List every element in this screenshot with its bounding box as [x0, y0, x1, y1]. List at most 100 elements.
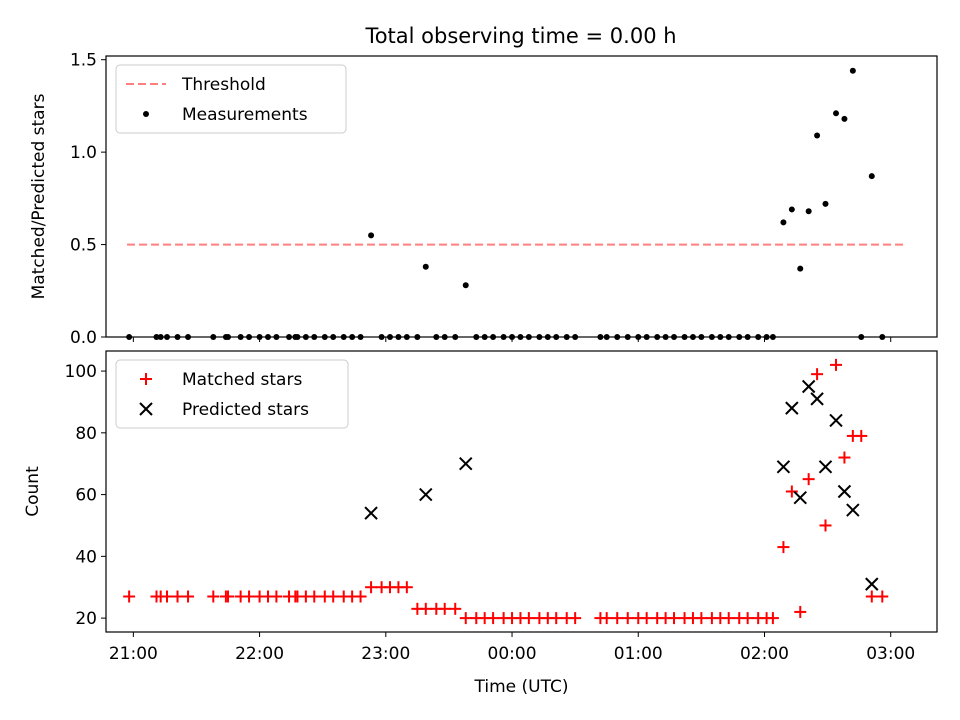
measurement-point	[868, 173, 875, 180]
predicted-star-point	[846, 503, 860, 517]
x-stroke-2	[829, 413, 843, 428]
matched-star-point	[785, 485, 798, 498]
matched-star-point	[365, 581, 378, 594]
matched-star-point	[640, 612, 653, 625]
top-panel: 0.0 0.5 1.0 1.5 Matched/Predicted stars Thres…	[29, 51, 938, 348]
x-tick-label: 22:00	[235, 644, 284, 664]
matched-star-point	[550, 612, 563, 625]
y-tick-label: 80	[75, 424, 97, 444]
measurement-point	[805, 208, 812, 215]
matched-star-point	[722, 612, 735, 625]
axes-frame	[105, 350, 938, 633]
y-tick-label: 20	[75, 609, 97, 629]
predicted-star-point	[829, 413, 843, 428]
measurement-point	[422, 263, 429, 270]
x-stroke-2	[459, 457, 473, 471]
x-stroke-2	[801, 379, 816, 394]
measurement-point	[797, 265, 804, 272]
x-stroke-2	[865, 577, 879, 591]
matched-star-point	[777, 541, 790, 554]
matched-star-point	[243, 590, 256, 603]
axes-frame	[105, 55, 938, 338]
measurement-point	[849, 67, 856, 74]
x-stroke-2	[785, 401, 799, 415]
matched-star-point	[811, 368, 824, 381]
matched-star-point	[522, 612, 535, 625]
y-tick-label: 40	[75, 547, 97, 567]
legend-label: Matched stars	[182, 370, 302, 390]
predicted-star-point	[801, 379, 816, 394]
predicted-star-point	[459, 457, 473, 471]
predicted-star-point	[419, 487, 433, 502]
legend-label: Threshold	[181, 75, 266, 95]
matched-star-point	[207, 590, 220, 603]
matched-star-point	[569, 612, 582, 625]
predicted-star-point	[810, 392, 824, 406]
y-tick-label: 60	[75, 486, 97, 506]
matched-star-point	[865, 590, 878, 603]
x-stroke-2	[793, 490, 807, 505]
legend: Matched stars Predicted stars	[115, 359, 349, 429]
predicted-star-point	[837, 484, 852, 499]
predicted-star-point	[793, 490, 807, 505]
matched-star-point	[459, 612, 472, 625]
measurement-point	[788, 206, 795, 213]
matched-star-point	[354, 590, 367, 603]
matched-star-point	[876, 590, 889, 603]
x-tick-label: 21:00	[109, 644, 158, 664]
measurement-point	[833, 110, 840, 117]
x-stroke-2	[846, 503, 860, 517]
matched-star-point	[794, 605, 807, 618]
matched-star-point	[487, 612, 500, 625]
measurement-point	[841, 115, 848, 122]
matched-star-point	[308, 590, 321, 603]
predicted-star-point	[865, 577, 879, 591]
x-tick-label: 02:00	[740, 644, 789, 664]
matched-star-point	[621, 612, 634, 625]
bottom-panel: 20 40 60 80 100 21:00 22:00 23:00 00:00 01:00 02:0…	[23, 350, 938, 697]
matched-star-point	[449, 602, 462, 615]
x-stroke-2	[419, 487, 433, 502]
y-tick-label: 1.0	[70, 143, 97, 163]
matched-star-point	[855, 429, 868, 442]
matched-star-point	[400, 581, 413, 594]
legend-box	[115, 64, 347, 134]
x-tick-label: 01:00	[614, 644, 663, 664]
measurement-point	[822, 200, 829, 207]
matched-star-point	[438, 602, 451, 615]
matched-star-point	[222, 590, 235, 603]
y-tick-label: 0.0	[70, 328, 97, 348]
x-tick-label: 00:00	[488, 644, 537, 664]
matched-star-point	[182, 590, 195, 603]
matched-star-point	[830, 358, 843, 371]
y-tick-label: 0.5	[70, 236, 97, 256]
matched-star-point	[802, 473, 815, 486]
matched-star-point	[819, 519, 832, 532]
chart-title: Total observing time = 0.00 h	[364, 24, 676, 48]
legend-label: Predicted stars	[182, 400, 309, 420]
legend-measurement-swatch	[143, 111, 149, 117]
predicted-star-point	[785, 401, 799, 415]
x-stroke-2	[364, 506, 378, 520]
matched-star-point	[838, 451, 851, 464]
measurement-point	[780, 219, 787, 226]
matched-star-point	[419, 602, 432, 615]
matched-star-point	[766, 612, 779, 625]
measurement-point	[462, 282, 469, 289]
matched-star-point	[600, 612, 613, 625]
legend: Threshold Measurements	[115, 64, 347, 134]
matched-star-point	[270, 590, 283, 603]
matched-star-point	[695, 612, 708, 625]
x-tick-label: 03:00	[866, 644, 915, 664]
legend-x-2	[139, 402, 153, 416]
x-stroke-2	[818, 460, 833, 474]
matched-star-point	[327, 590, 340, 603]
y-axis-label: Count	[23, 466, 43, 517]
predicted-star-point	[776, 460, 791, 474]
x-stroke-2	[810, 392, 824, 406]
x-stroke-2	[837, 484, 852, 499]
y-tick-label: 1.5	[70, 51, 97, 71]
measurement-point	[368, 232, 375, 239]
legend-box	[115, 359, 349, 429]
x-stroke-2	[776, 460, 791, 474]
